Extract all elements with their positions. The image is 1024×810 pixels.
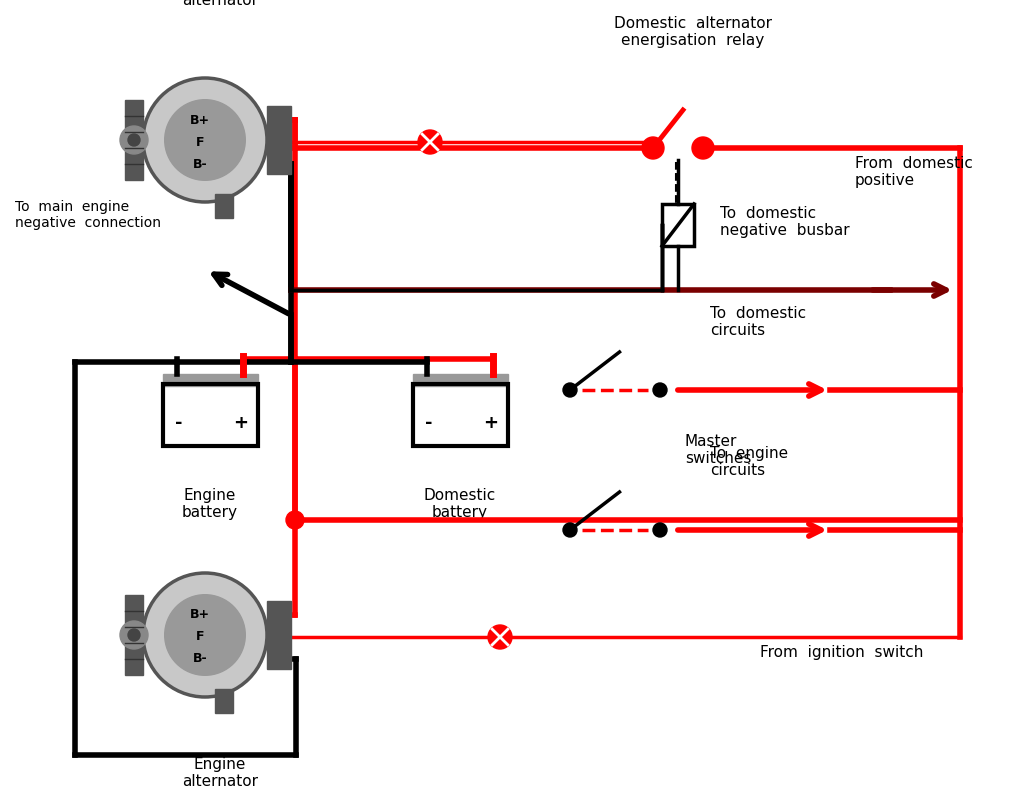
Text: To  domestic
negative  busbar: To domestic negative busbar — [720, 206, 850, 238]
Circle shape — [488, 625, 512, 649]
Bar — [125, 100, 143, 180]
Circle shape — [128, 629, 140, 641]
Circle shape — [128, 134, 140, 146]
Text: Domestic
alternator: Domestic alternator — [182, 0, 258, 8]
Circle shape — [653, 383, 667, 397]
Bar — [267, 601, 291, 669]
Circle shape — [143, 573, 267, 697]
Text: Master
switches: Master switches — [685, 434, 752, 467]
Circle shape — [563, 383, 577, 397]
Text: To  engine
circuits: To engine circuits — [710, 446, 788, 478]
Text: From  domestic
positive: From domestic positive — [855, 156, 973, 189]
Text: To  main  engine
negative  connection: To main engine negative connection — [15, 200, 161, 230]
Circle shape — [143, 78, 267, 202]
Circle shape — [418, 130, 442, 154]
Text: F: F — [196, 135, 204, 148]
Text: B-: B- — [193, 157, 207, 170]
Text: Engine
battery: Engine battery — [182, 488, 238, 520]
Bar — [413, 374, 508, 386]
Bar — [163, 384, 258, 446]
Text: Domestic
battery: Domestic battery — [424, 488, 496, 520]
Text: -: - — [425, 414, 433, 432]
Text: B-: B- — [193, 653, 207, 666]
Text: Domestic  alternator
energisation  relay: Domestic alternator energisation relay — [614, 15, 772, 48]
Text: B+: B+ — [189, 113, 210, 126]
Circle shape — [120, 126, 148, 154]
Circle shape — [286, 511, 304, 529]
Text: Engine
alternator: Engine alternator — [182, 757, 258, 790]
Circle shape — [653, 523, 667, 537]
Circle shape — [120, 621, 148, 649]
Bar — [413, 384, 508, 446]
Circle shape — [165, 595, 246, 676]
Bar — [215, 689, 233, 713]
Text: To  domestic
circuits: To domestic circuits — [710, 305, 806, 338]
Bar — [163, 374, 258, 386]
Bar — [267, 106, 291, 174]
Circle shape — [642, 137, 664, 159]
Text: +: + — [233, 414, 249, 432]
Text: F: F — [196, 630, 204, 643]
Circle shape — [692, 137, 714, 159]
Text: +: + — [483, 414, 499, 432]
Bar — [125, 595, 143, 675]
Bar — [662, 204, 694, 246]
Circle shape — [563, 523, 577, 537]
Text: B+: B+ — [189, 608, 210, 621]
Text: From  ignition  switch: From ignition switch — [760, 645, 924, 660]
Bar — [215, 194, 233, 218]
Text: -: - — [175, 414, 182, 432]
Circle shape — [165, 100, 246, 181]
